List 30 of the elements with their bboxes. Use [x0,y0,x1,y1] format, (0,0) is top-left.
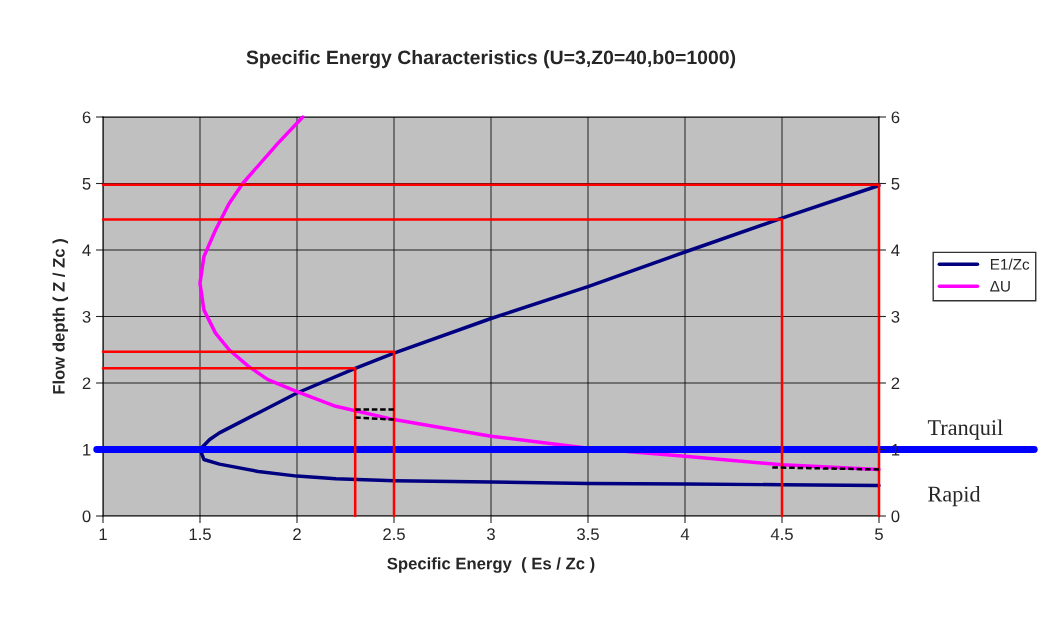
x-tick-label: 5 [875,528,883,541]
chart-title: Specific Energy Characteristics (U=3,Z0=40,b0=1000) [246,50,736,69]
text: Rapid [928,485,981,507]
x-axis-title: Specific Energy ( Es / Zc ) [387,557,595,573]
text: Tranquil [927,419,1003,440]
x-tick-label: 3 [487,528,495,541]
y2-tick-label: 1 [892,444,900,456]
y-tick-label: 3 [82,310,91,323]
y2-tick-label: 6 [891,111,900,124]
legend-label: E1/Zc [990,258,1030,270]
x-tick-label: 2.5 [383,528,405,541]
y2-tick-label: 0 [891,510,900,523]
x-tick-label: 1 [99,528,107,540]
y2-tick-label: 3 [891,310,900,323]
y2-tick-label: 5 [891,178,900,190]
y2-tick-label: 4 [891,244,900,257]
x-tick-label: 4 [680,528,690,540]
y2-tick-label: 2 [891,377,900,390]
y-tick-label: 2 [82,377,91,390]
x-tick-label: 4.5 [770,528,793,541]
x-tick-label: 1.5 [189,528,211,541]
y-tick-label: 1 [83,444,91,456]
y-tick-label: 4 [82,244,91,257]
y-tick-label: 6 [82,111,91,124]
y-tick-label: 0 [82,510,91,523]
legend-label: ΔU [990,280,1010,292]
x-tick-label: 2 [293,528,301,540]
x-tick-label: 3.5 [577,528,599,541]
y-axis-title: Flow depth ( Z / Zc ) [52,239,69,394]
y-tick-label: 5 [82,178,91,190]
